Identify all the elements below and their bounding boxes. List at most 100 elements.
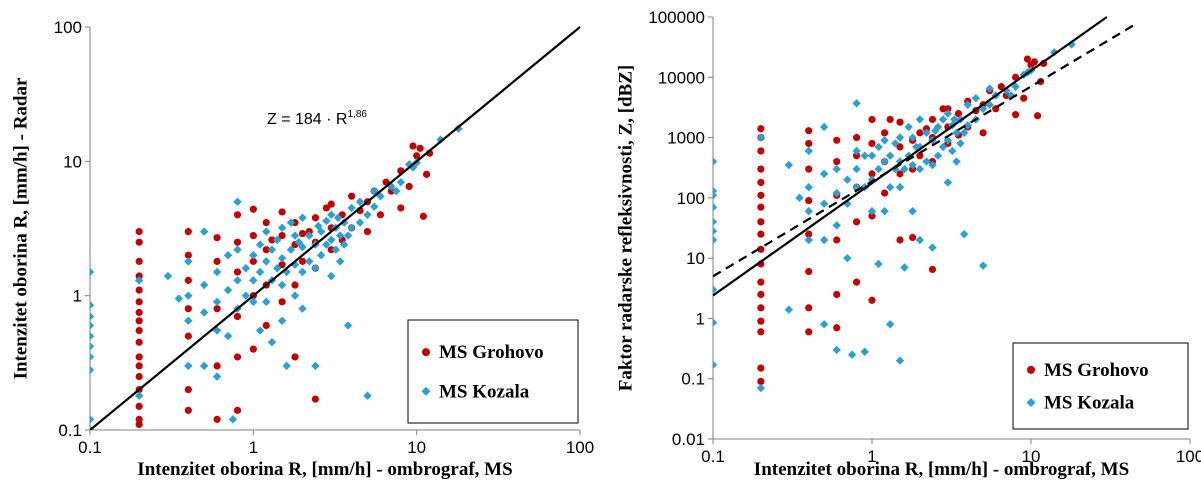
data-point bbox=[978, 261, 988, 270]
data-point bbox=[805, 197, 813, 205]
data-point bbox=[290, 291, 300, 300]
data-point bbox=[327, 271, 336, 281]
data-point bbox=[135, 362, 143, 370]
data-point bbox=[314, 221, 323, 231]
data-point bbox=[938, 142, 948, 152]
data-point bbox=[416, 144, 424, 152]
data-point bbox=[397, 204, 405, 212]
data-point bbox=[952, 128, 961, 137]
data-point bbox=[908, 233, 917, 242]
data-point bbox=[885, 151, 895, 160]
x-tick-label: 0.1 bbox=[78, 438, 102, 457]
data-point bbox=[278, 208, 286, 216]
data-point bbox=[233, 197, 242, 206]
data-point bbox=[819, 199, 829, 208]
data-point bbox=[135, 353, 143, 361]
data-point bbox=[997, 83, 1005, 91]
legend: MS Grohovo MS Kozala bbox=[407, 319, 579, 424]
data-point bbox=[832, 164, 841, 174]
data-point bbox=[928, 160, 937, 170]
data-point bbox=[363, 391, 372, 400]
data-point bbox=[90, 300, 95, 310]
data-point bbox=[916, 152, 924, 160]
data-point bbox=[199, 361, 209, 371]
data-point bbox=[277, 316, 287, 325]
series-ms-kozala bbox=[90, 124, 463, 430]
data-point bbox=[184, 251, 192, 259]
data-point bbox=[784, 160, 794, 170]
data-point bbox=[860, 347, 869, 356]
data-point bbox=[90, 312, 95, 321]
data-point bbox=[939, 105, 947, 113]
series-ms-grohovo bbox=[757, 55, 1048, 386]
data-point bbox=[454, 124, 463, 133]
data-point bbox=[819, 122, 829, 132]
data-point bbox=[135, 372, 143, 381]
data-point bbox=[933, 151, 943, 160]
data-point bbox=[331, 245, 341, 254]
data-point bbox=[805, 267, 813, 276]
legend-label: MS Grohovo bbox=[1044, 360, 1149, 381]
data-point bbox=[267, 245, 277, 254]
y-tick-label: 1 bbox=[73, 287, 82, 306]
data-point bbox=[134, 391, 144, 400]
data-point bbox=[757, 191, 765, 199]
data-point bbox=[387, 187, 395, 195]
data-point bbox=[833, 324, 841, 332]
data-point bbox=[262, 321, 270, 330]
data-point bbox=[757, 364, 765, 372]
data-point bbox=[713, 235, 718, 245]
data-point bbox=[290, 231, 300, 240]
data-point bbox=[199, 308, 209, 317]
equation-main: Z = 184 · R bbox=[267, 111, 347, 128]
data-point bbox=[286, 245, 296, 254]
data-point bbox=[184, 316, 193, 325]
data-point bbox=[948, 146, 957, 156]
data-point bbox=[874, 164, 883, 174]
data-point bbox=[713, 186, 718, 196]
data-point bbox=[262, 246, 270, 254]
x-tick-label: 10 bbox=[1022, 447, 1041, 466]
x-tick-label: 100 bbox=[1176, 447, 1201, 466]
data-point bbox=[713, 226, 718, 236]
data-point bbox=[396, 177, 406, 187]
data-point bbox=[233, 268, 242, 276]
data-point bbox=[90, 352, 95, 362]
data-point bbox=[327, 210, 336, 219]
data-point bbox=[896, 236, 904, 244]
data-point bbox=[713, 202, 718, 212]
data-point bbox=[347, 223, 356, 233]
data-point bbox=[298, 213, 307, 222]
data-point bbox=[757, 125, 765, 133]
data-point bbox=[249, 205, 257, 213]
data-point bbox=[1023, 55, 1032, 63]
data-point bbox=[1011, 111, 1020, 119]
data-point bbox=[277, 254, 287, 263]
data-point bbox=[757, 328, 765, 336]
data-point bbox=[908, 133, 917, 142]
data-point bbox=[413, 152, 421, 160]
data-point bbox=[249, 257, 257, 265]
data-point bbox=[805, 304, 813, 312]
data-point bbox=[852, 164, 861, 174]
data-point bbox=[233, 238, 242, 246]
data-point bbox=[409, 142, 417, 150]
data-point bbox=[867, 151, 877, 160]
data-point bbox=[213, 257, 221, 265]
fit-line bbox=[713, 16, 1108, 297]
data-point bbox=[847, 350, 857, 359]
y-tick-label: 1 bbox=[696, 309, 705, 328]
data-point bbox=[713, 157, 718, 166]
data-point bbox=[713, 217, 718, 227]
data-point bbox=[262, 257, 271, 266]
data-point bbox=[912, 142, 921, 152]
data-point bbox=[895, 183, 905, 192]
data-point bbox=[868, 139, 876, 148]
data-point bbox=[904, 122, 913, 132]
data-point bbox=[298, 304, 307, 313]
data-point bbox=[322, 216, 331, 226]
data-point bbox=[880, 129, 889, 137]
data-point bbox=[985, 84, 994, 93]
equation-annotation: Z = 184 · R1,86 bbox=[267, 109, 367, 128]
